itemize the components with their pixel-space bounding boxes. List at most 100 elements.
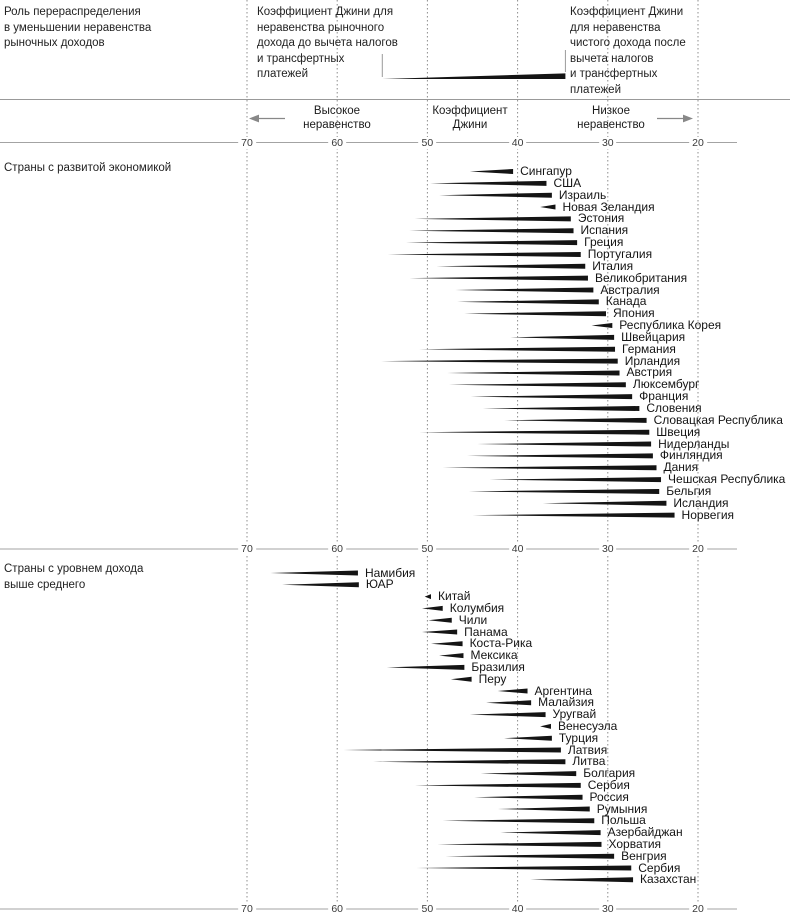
gini-wedge — [504, 417, 647, 423]
gini-wedge — [482, 406, 640, 411]
country-label: Сербия — [638, 860, 681, 875]
gini-wedge — [437, 841, 602, 847]
gini-wedge — [455, 287, 594, 293]
gini-wedge — [428, 617, 452, 623]
gini-wedge — [540, 204, 556, 210]
country-label: Австрия — [626, 365, 673, 380]
gini-wedge — [405, 240, 578, 246]
axis-tick-40: 40 — [508, 543, 527, 555]
gini-wedge — [469, 712, 546, 718]
country-label: Великобритания — [594, 270, 688, 285]
axis-tick-20: 20 — [689, 543, 707, 555]
gini-wedge — [447, 370, 620, 376]
country-label: Сингапур — [520, 164, 572, 178]
gini-wedge — [409, 228, 574, 234]
gini-wedge — [445, 853, 615, 859]
axis-tick-40: 40 — [508, 136, 527, 149]
gini-wedge — [421, 629, 458, 635]
gini-wedge — [470, 394, 633, 400]
country-label: Чешская Республика — [668, 472, 786, 487]
country-label: Китай — [438, 589, 471, 604]
country-label: Россия — [589, 789, 629, 804]
country-label: Эстония — [577, 211, 625, 226]
gini-wedge — [282, 582, 359, 588]
country-label: Аргентина — [534, 683, 593, 698]
axis-tick-60: 60 — [328, 136, 347, 149]
gini-wedge — [386, 664, 465, 670]
axis-tick-70: 70 — [238, 136, 256, 149]
country-label: Колумбия — [449, 600, 505, 615]
gini-wedge — [500, 830, 601, 836]
country-label: Чили — [458, 612, 488, 627]
country-label: Дания — [663, 460, 699, 475]
gini-wedge — [474, 794, 583, 800]
axis-tick-30: 30 — [598, 136, 617, 149]
country-label: ЮАР — [365, 577, 394, 592]
gini-wedge — [270, 570, 358, 576]
country-label: Латвия — [567, 742, 608, 757]
gini-wedge — [419, 429, 650, 435]
gini-wedge — [414, 216, 571, 222]
axis-tick-50: 50 — [418, 543, 437, 555]
country-label: Мексика — [470, 648, 518, 663]
country-label: Финляндия — [659, 448, 723, 463]
country-label: Италия — [592, 258, 634, 273]
high-inequality-arrowhead — [249, 114, 259, 123]
axis-tick-60: 60 — [328, 903, 347, 915]
gini-wedge — [419, 346, 616, 352]
gini-wedge — [480, 771, 577, 777]
gini-wedge — [530, 877, 634, 883]
gini-wedge — [497, 806, 590, 812]
gini-wedge — [414, 782, 581, 788]
country-label: Словения — [646, 401, 702, 415]
country-label: Сербия — [587, 777, 630, 792]
gini-wedge — [409, 275, 588, 281]
gini-wedge — [540, 723, 551, 729]
axis-tick-50: 50 — [418, 903, 437, 915]
high-inequality-label: Высокое неравенство — [303, 105, 371, 131]
country-label: Болгария — [583, 766, 636, 781]
axis-tick-20: 20 — [689, 903, 707, 915]
country-label: Перу — [478, 671, 507, 686]
gini-wedge — [442, 465, 657, 471]
gini-wedge — [439, 192, 552, 198]
gini-wedge — [430, 180, 547, 186]
gini-wedge — [439, 653, 464, 659]
country-label: Греция — [584, 235, 624, 250]
country-label: Литва — [572, 754, 606, 769]
country-label: Казахстан — [640, 872, 697, 887]
gini-wedge — [510, 334, 615, 340]
gini-wedge — [343, 747, 561, 753]
gini-wedge — [416, 865, 632, 871]
gini-wedge — [450, 676, 472, 682]
country-label: Польша — [601, 813, 646, 828]
country-label: Япония — [612, 306, 655, 321]
low-inequality-arrowhead — [683, 114, 693, 123]
country-label: Хорватия — [608, 836, 662, 851]
axis-tick-40: 40 — [508, 903, 527, 915]
country-label: Нидерланды — [658, 436, 730, 451]
country-label: Венесуэла — [557, 718, 618, 733]
country-label: Уругвай — [552, 707, 597, 722]
country-label: Канада — [605, 294, 647, 309]
gini-wedge — [472, 512, 675, 518]
gini-wedge — [497, 688, 528, 694]
country-label: Румыния — [596, 801, 648, 816]
section-label-1: Страны с уровнем дохода выше среднего — [4, 563, 144, 591]
country-label: Швеция — [656, 424, 701, 439]
country-label: Азербайджан — [607, 825, 683, 840]
country-label: США — [553, 175, 582, 190]
country-label: Венгрия — [621, 848, 667, 863]
gini-wedge — [431, 641, 463, 647]
country-label: Турция — [558, 730, 599, 745]
gini-wedge — [380, 358, 618, 364]
gini-wedge — [477, 441, 652, 447]
country-label: Малайзия — [538, 695, 595, 710]
axis-tick-70: 70 — [238, 543, 256, 555]
country-label: Австралия — [600, 282, 660, 297]
country-label: Швейцария — [621, 329, 686, 344]
gini-wedge — [387, 251, 581, 257]
country-label: Португалия — [587, 246, 653, 261]
gini-wedge — [467, 453, 653, 459]
